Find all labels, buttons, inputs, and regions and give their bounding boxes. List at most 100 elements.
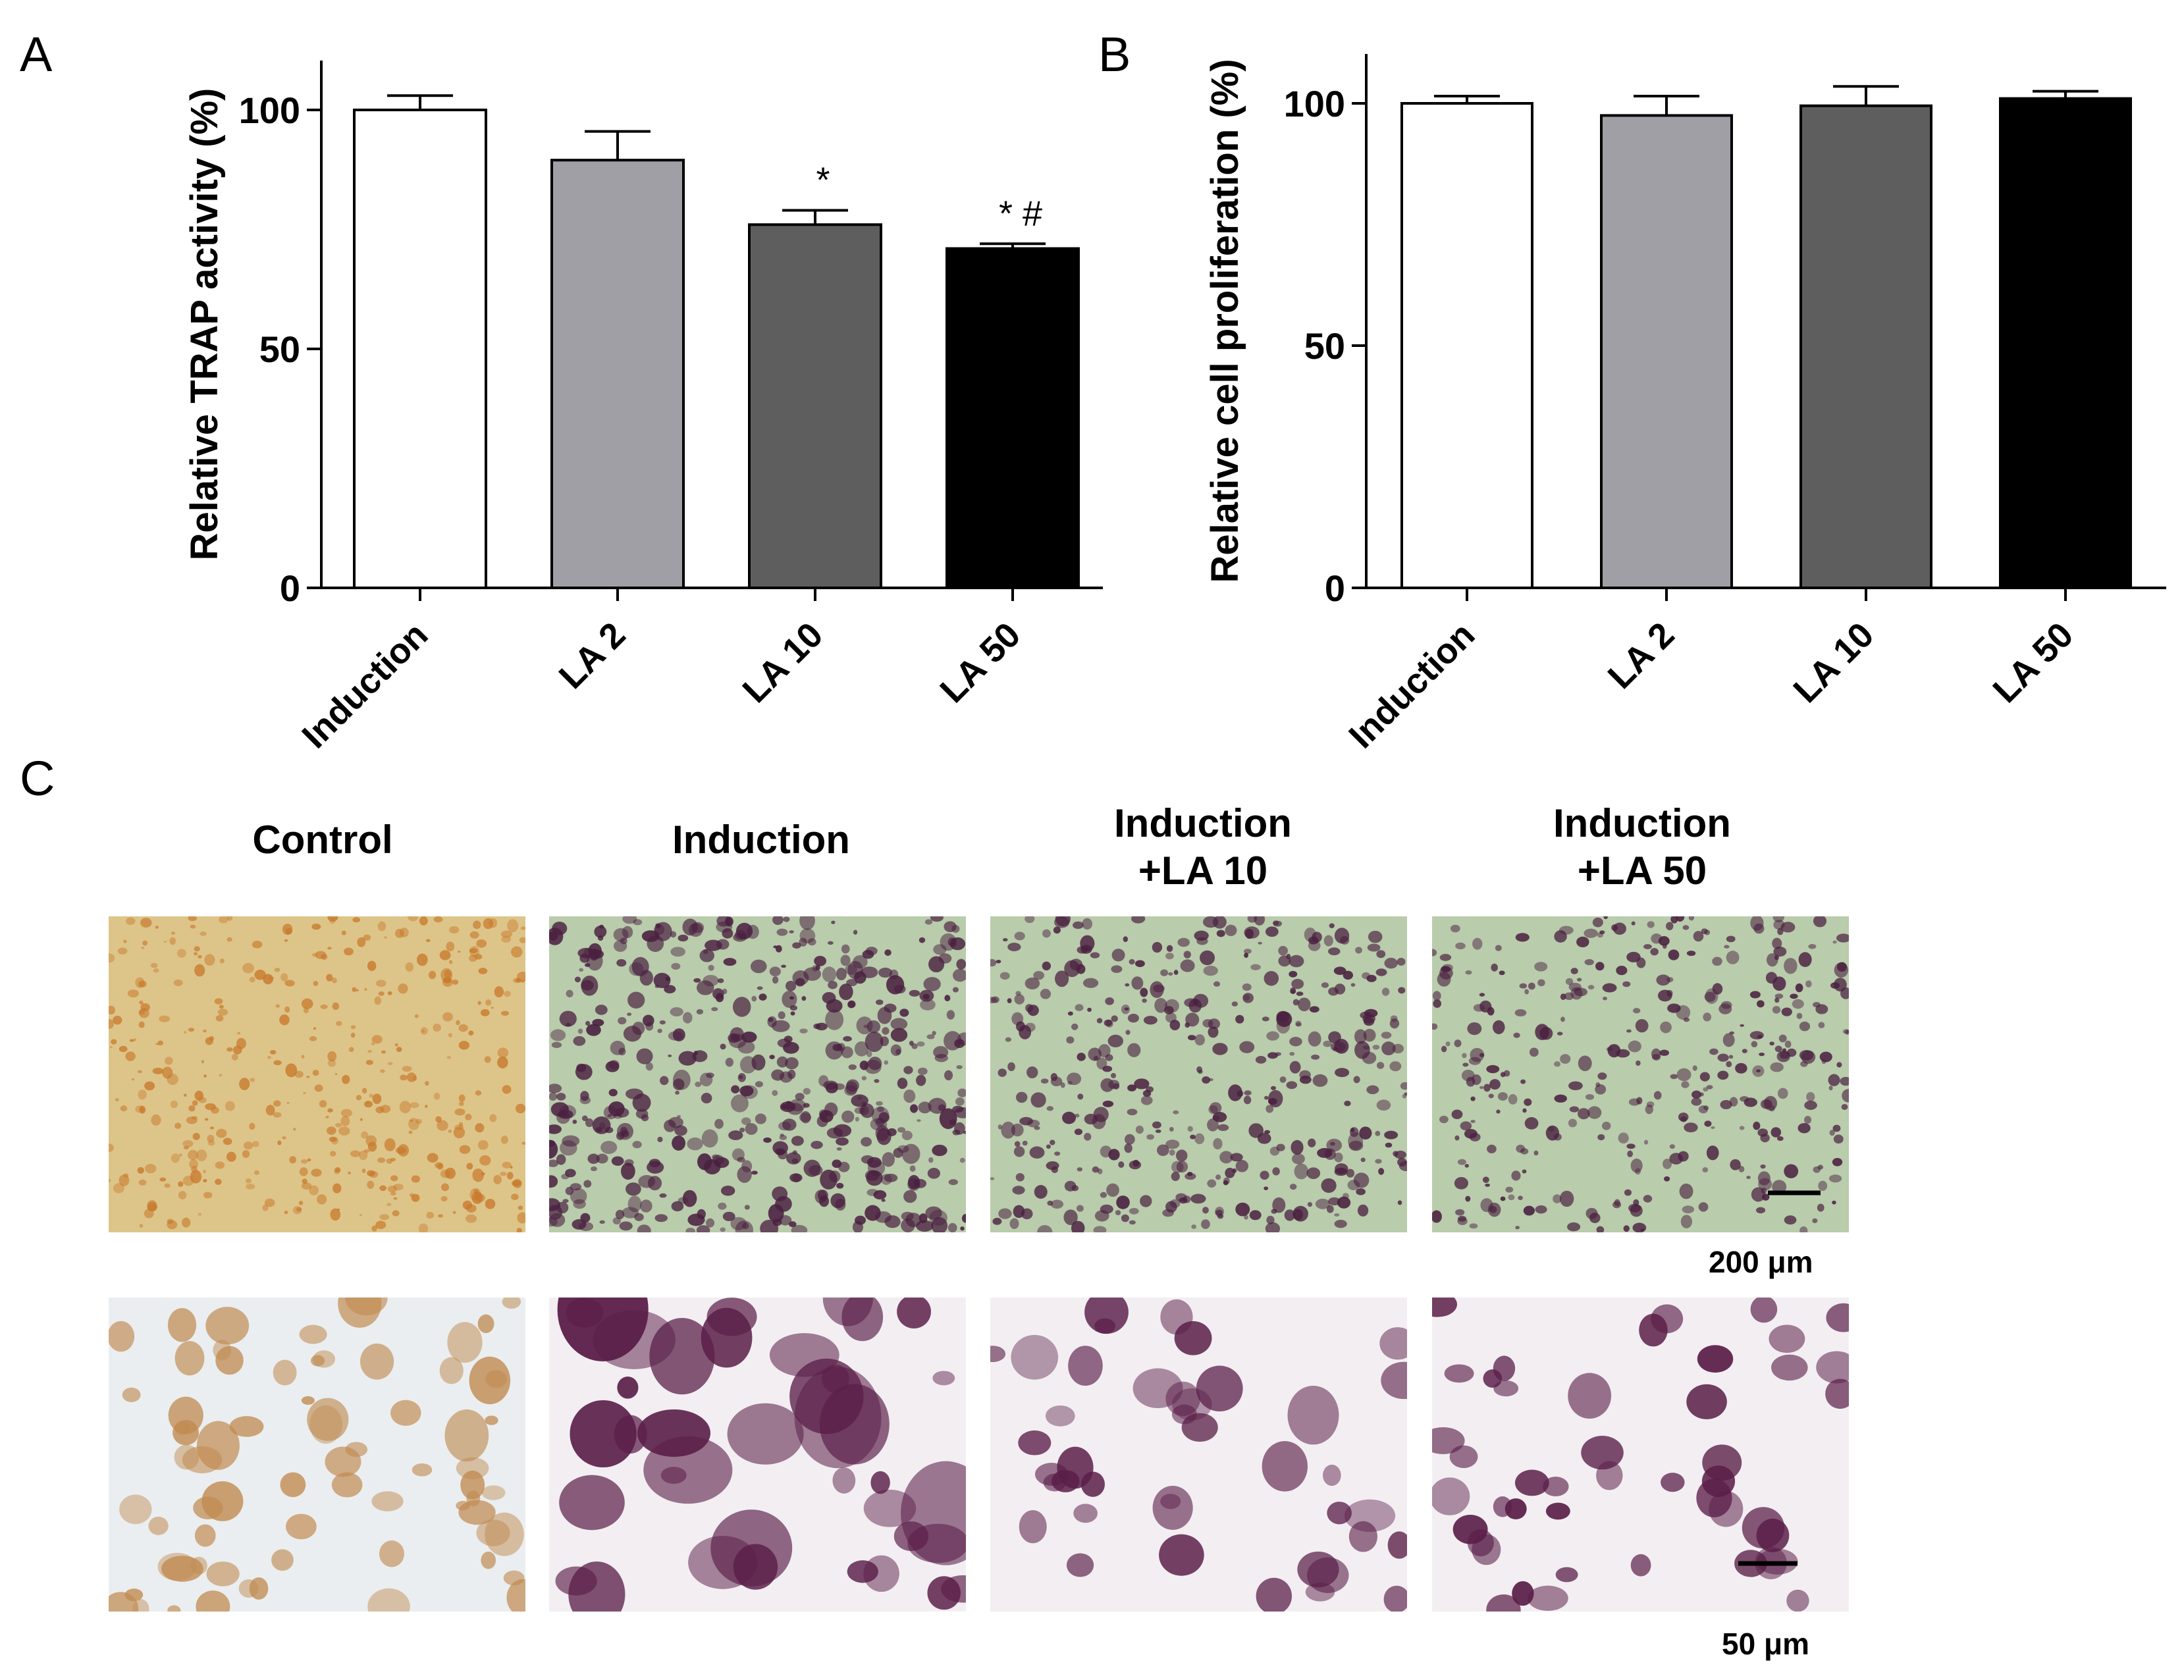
cell-blob — [122, 1387, 141, 1403]
cell-blob — [890, 1018, 908, 1030]
cell-blob — [242, 1149, 250, 1159]
cell-blob — [881, 1198, 886, 1202]
cell-blob — [636, 1048, 653, 1064]
cell-blob — [1709, 1048, 1718, 1055]
cell-blob — [367, 1049, 372, 1053]
cell-blob — [446, 1056, 451, 1059]
cell-blob — [1334, 1152, 1343, 1163]
cell-blob — [481, 1172, 485, 1176]
cell-blob — [1697, 1345, 1734, 1373]
cell-blob — [1772, 1006, 1781, 1014]
cell-blob — [1773, 946, 1787, 957]
cell-blob — [1465, 970, 1472, 975]
cell-blob — [1376, 1062, 1385, 1069]
cell-blob — [600, 1141, 618, 1154]
cell-blob — [1467, 1022, 1482, 1036]
cell-blob — [556, 1154, 566, 1165]
cell-blob — [1225, 1167, 1235, 1178]
cell-blob — [1832, 1200, 1836, 1205]
cell-blob — [682, 918, 698, 936]
cell-blob — [502, 1085, 512, 1094]
cell-blob — [1064, 1180, 1077, 1192]
cell-blob — [549, 1159, 559, 1167]
cell-blob — [928, 1157, 934, 1163]
cell-blob — [1534, 962, 1548, 972]
y-tick-label: 50 — [1304, 325, 1345, 367]
cell-blob — [608, 1089, 618, 1097]
cell-blob — [677, 1115, 681, 1118]
cell-blob — [623, 1026, 642, 1042]
cell-blob — [334, 1073, 338, 1075]
cell-blob — [1706, 1085, 1713, 1089]
cell-blob — [672, 1078, 685, 1091]
cell-blob — [599, 1122, 606, 1130]
cell-blob — [1772, 976, 1786, 991]
cell-blob — [1131, 976, 1144, 990]
cell-blob — [759, 993, 767, 1001]
cell-blob — [792, 970, 809, 985]
cell-blob — [1276, 1143, 1285, 1151]
cell-blob — [1213, 1138, 1223, 1149]
cell-blob — [1462, 1053, 1467, 1059]
cell-blob — [809, 1165, 823, 1176]
cell-blob — [1102, 1100, 1114, 1107]
cell-blob — [1353, 1172, 1370, 1188]
x-tick-label: LA 10 — [735, 615, 830, 710]
cell-blob — [1077, 1167, 1083, 1172]
cell-blob — [697, 1153, 712, 1170]
cell-blob — [948, 1179, 958, 1186]
cell-blob — [1560, 1054, 1571, 1064]
cell-blob — [109, 1005, 115, 1015]
cell-blob — [194, 1090, 203, 1101]
cell-blob — [273, 1060, 282, 1066]
cell-blob — [483, 918, 494, 930]
cell-blob — [1272, 1197, 1286, 1213]
cell-blob — [299, 1325, 327, 1344]
cell-blob — [864, 1059, 882, 1074]
cell-blob — [1231, 1001, 1238, 1007]
cell-blob — [659, 1076, 669, 1086]
cell-blob — [1772, 916, 1785, 923]
cell-blob — [284, 980, 295, 987]
cell-blob — [1289, 1037, 1302, 1047]
cell-blob — [1437, 972, 1451, 987]
cell-blob — [836, 1137, 849, 1146]
cell-blob — [1834, 978, 1847, 992]
cell-blob — [1194, 1034, 1205, 1046]
cell-blob — [838, 1161, 850, 1172]
cell-blob — [117, 947, 128, 955]
cell-blob — [361, 1088, 367, 1094]
cell-blob — [875, 1125, 890, 1142]
cell-blob — [874, 1211, 892, 1223]
cell-blob — [1173, 1110, 1179, 1115]
cell-blob — [1077, 946, 1088, 954]
cell-blob — [456, 1020, 460, 1026]
cell-blob — [647, 1161, 664, 1174]
cell-blob — [1726, 935, 1736, 943]
cell-blob — [1746, 1176, 1751, 1180]
cell-blob — [728, 1033, 740, 1043]
cell-blob — [1772, 937, 1782, 949]
cell-blob — [1042, 961, 1051, 971]
cell-blob — [728, 1130, 743, 1140]
bar-la-2 — [550, 159, 685, 590]
cell-blob — [1368, 930, 1383, 943]
cell-blob — [579, 968, 584, 972]
cell-blob — [379, 1185, 386, 1192]
cell-blob — [863, 1489, 917, 1527]
cell-blob — [1159, 1534, 1204, 1576]
cell-blob — [897, 1127, 906, 1133]
cell-blob — [1464, 1128, 1478, 1139]
cell-blob — [485, 1198, 496, 1209]
cell-blob — [516, 972, 525, 982]
cell-blob — [410, 1119, 413, 1122]
cell-blob — [1522, 1108, 1527, 1113]
cell-blob — [741, 1117, 751, 1126]
cell-blob — [219, 1074, 223, 1077]
cell-blob — [1124, 1143, 1132, 1153]
cell-blob — [1702, 1167, 1709, 1173]
cell-blob — [791, 1224, 808, 1232]
cell-blob — [1693, 931, 1704, 942]
cell-blob — [557, 1298, 649, 1361]
cell-blob — [732, 997, 751, 1017]
